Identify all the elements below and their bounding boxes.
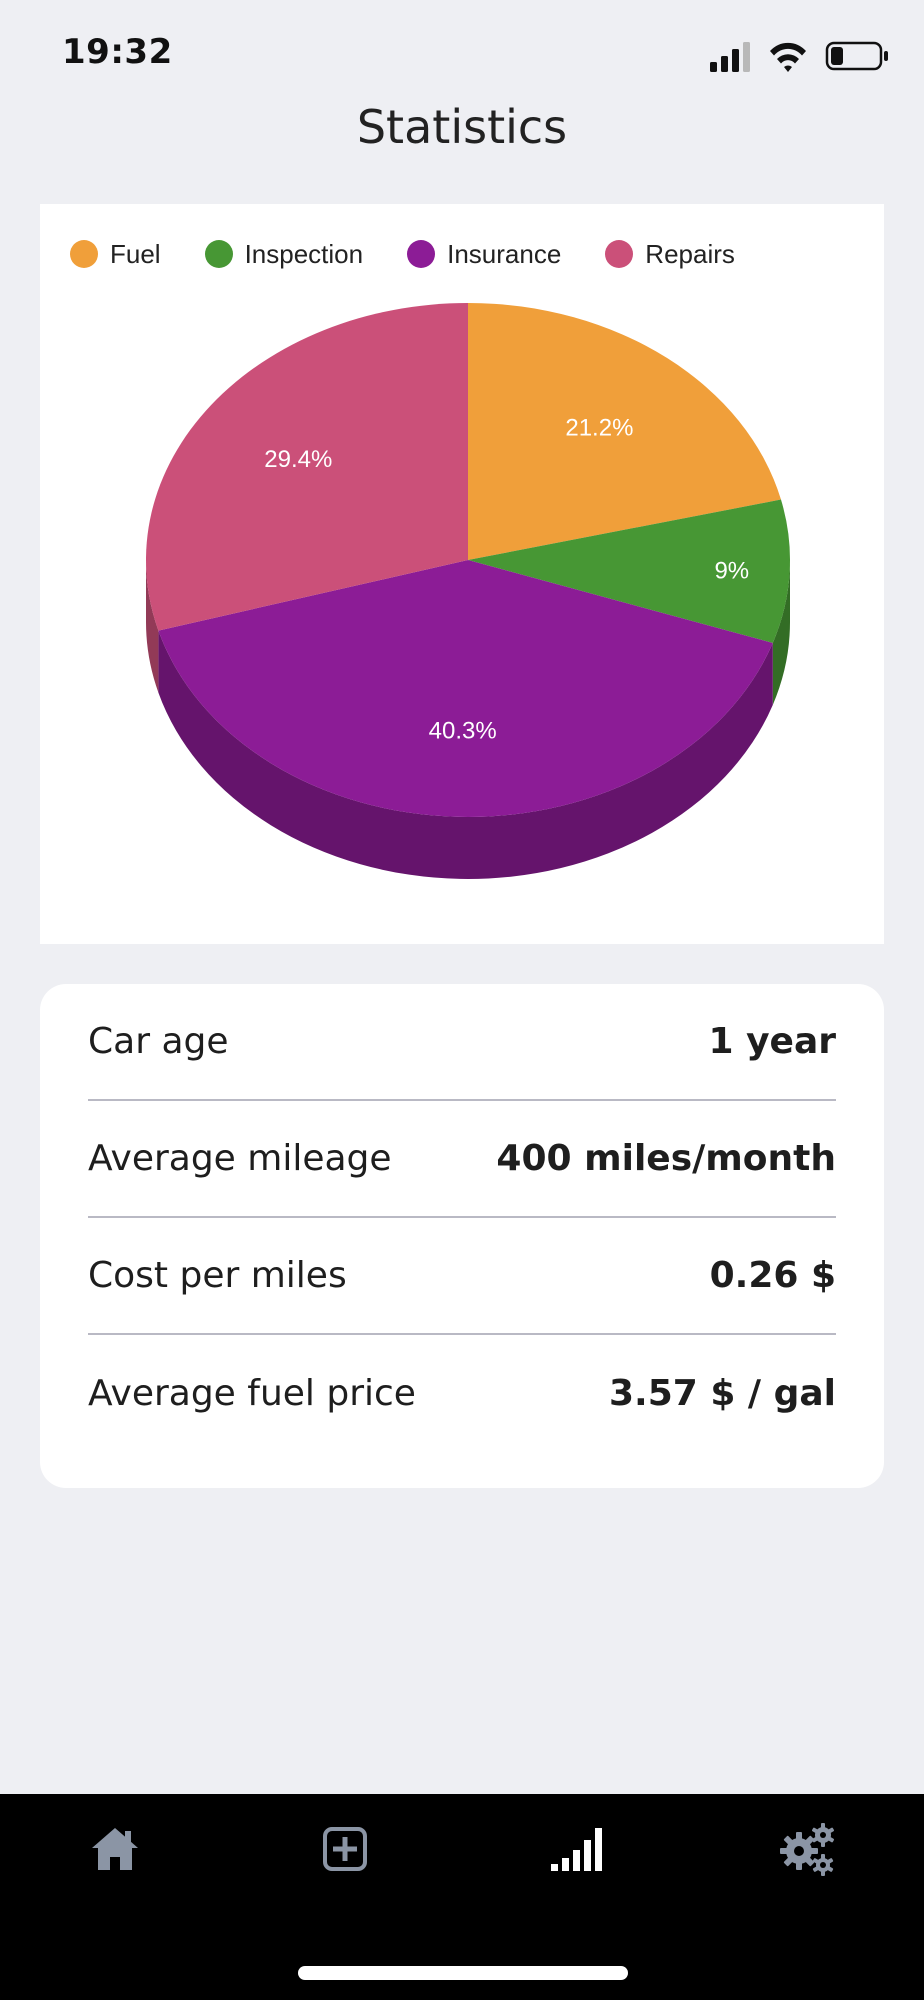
status-time: 19:32 [62, 32, 173, 72]
legend-item-fuel[interactable]: Fuel [70, 239, 161, 270]
legend-label: Repairs [645, 238, 735, 269]
data-label-fuel: 21.2% [565, 415, 633, 442]
stat-row-cost-per-miles: Cost per miles 0.26 $ [88, 1218, 836, 1335]
pie-slice-inspection[interactable] [468, 499, 790, 643]
legend-swatch [204, 240, 233, 268]
legend-item-repairs[interactable]: Repairs [605, 239, 735, 270]
pie-side-repairs [146, 560, 159, 693]
data-label-insurance: 40.3% [429, 718, 497, 745]
data-label-inspection: 9% [714, 558, 749, 585]
stat-label: Average fuel price [88, 1373, 416, 1414]
legend-label: Fuel [110, 238, 161, 269]
data-label-repairs: 29.4% [264, 446, 332, 473]
pie-side-inspection [772, 560, 790, 705]
legend-swatch [605, 240, 634, 268]
stat-value: 0.26 $ [709, 1255, 836, 1296]
stat-label: Average mileage [88, 1138, 392, 1179]
legend-label: Inspection [244, 238, 364, 269]
legend-item-insurance[interactable]: Insurance [407, 239, 561, 270]
status-icons [710, 41, 888, 72]
tab-home[interactable] [80, 1814, 150, 1884]
chart-legend: Fuel Inspection Insurance Repairs [70, 234, 779, 274]
stat-label: Car age [88, 1021, 229, 1062]
cellular-signal-icon [710, 42, 750, 72]
stat-row-average-mileage: Average mileage 400 miles/month [88, 1101, 836, 1218]
page-title: Statistics [356, 100, 568, 154]
status-bar: 19:32 [0, 0, 924, 100]
pie-slice-insurance[interactable] [158, 560, 773, 817]
stats-card: Car age 1 year Average mileage 400 miles… [40, 984, 884, 1488]
legend-swatch [407, 240, 436, 268]
pie-slice-fuel[interactable] [468, 303, 781, 560]
settings-gears-icon [780, 1823, 835, 1876]
stat-label: Cost per miles [88, 1255, 347, 1296]
add-square-icon [323, 1827, 367, 1871]
pie-sides [146, 560, 790, 879]
chart-card: 21.2% 9% 40.3% 29.4% Fuel Inspection Insuranc… [40, 204, 884, 944]
wifi-icon [770, 42, 806, 72]
tab-bar [0, 1794, 924, 2000]
stat-row-average-fuel-price: Average fuel price 3.57 $ / gal [88, 1335, 836, 1452]
legend-swatch [70, 240, 98, 268]
legend-item-inspection[interactable]: Inspection [204, 238, 364, 270]
legend-label: Insurance [447, 238, 562, 269]
stat-value: 3.57 $ / gal [608, 1373, 836, 1414]
tab-statistics[interactable] [542, 1814, 612, 1884]
stat-value: 1 year [708, 1021, 836, 1062]
tab-settings[interactable] [772, 1814, 842, 1884]
pie-slice-repairs[interactable] [145, 303, 468, 631]
tab-add-entry[interactable] [310, 1814, 380, 1884]
stat-value: 400 miles/month [496, 1138, 836, 1179]
statistics-bars-icon [551, 1828, 602, 1871]
home-icon [92, 1828, 138, 1870]
battery-icon [825, 41, 888, 71]
home-indicator [298, 1966, 628, 1980]
pie-side-insurance [158, 630, 773, 879]
stat-row-car-age: Car age 1 year [88, 984, 836, 1101]
pie-chart: 21.2% 9% 40.3% 29.4% [145, 303, 790, 879]
